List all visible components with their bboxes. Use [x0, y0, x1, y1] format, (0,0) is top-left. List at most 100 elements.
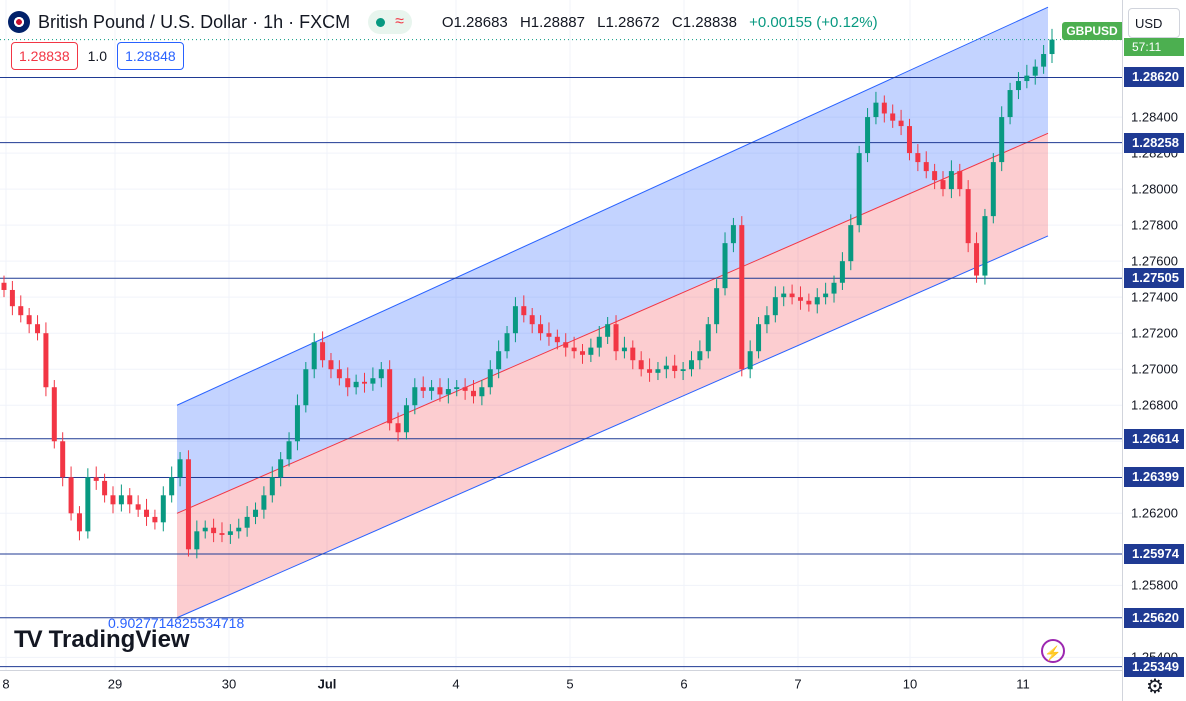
time-axis-border — [0, 670, 1122, 671]
candle-body — [127, 495, 133, 505]
time-tick-label: 29 — [107, 676, 123, 692]
candle-body — [345, 378, 351, 388]
time-tick-label: Jul — [317, 676, 337, 692]
level-price-label: 1.26399 — [1124, 467, 1184, 488]
candle-body — [605, 324, 611, 337]
candle-body — [579, 351, 585, 355]
bar-countdown: 57:11 — [1124, 38, 1184, 56]
candle-body — [647, 369, 653, 373]
price-axis[interactable] — [1122, 0, 1186, 701]
candle-body — [18, 306, 24, 316]
candle-body — [303, 369, 309, 406]
candle-body — [756, 324, 762, 352]
candle-body — [898, 120, 904, 127]
candle-body — [152, 516, 158, 523]
chart-legend: British Pound / U.S. Dollar · 1h · FXCM … — [8, 8, 886, 36]
candle-body — [85, 477, 91, 532]
candle-body — [848, 225, 854, 262]
price-tick-label: 1.26200 — [1131, 505, 1178, 521]
candle-body — [144, 509, 150, 517]
candle-body — [1041, 54, 1047, 67]
currency-select[interactable]: USD — [1128, 8, 1180, 38]
tradingview-logo[interactable]: TV TradingView — [14, 626, 190, 654]
candle-body — [714, 288, 720, 325]
time-tick-label: 6 — [680, 676, 688, 692]
candle-body — [596, 336, 602, 348]
candle-body — [906, 126, 912, 154]
candle-body — [990, 162, 996, 217]
candle-body — [655, 369, 661, 373]
candle-body — [479, 387, 485, 397]
candle-body — [730, 225, 736, 244]
candle-body — [378, 369, 384, 379]
candle-body — [680, 369, 686, 372]
candle-body — [43, 333, 49, 388]
candle-body — [772, 297, 778, 316]
buy-button[interactable]: 1.28848 — [117, 42, 184, 70]
candle-body — [102, 480, 108, 496]
channel-lower-zone — [177, 133, 1048, 618]
candle-body — [420, 387, 426, 391]
candle-body — [429, 387, 435, 391]
level-price-label: 1.25620 — [1124, 607, 1184, 628]
candle-body — [1007, 90, 1013, 118]
candle-body — [881, 102, 887, 114]
symbol-title[interactable]: British Pound / U.S. Dollar · 1h · FXCM — [38, 11, 351, 32]
level-price-label: 1.28620 — [1124, 67, 1184, 88]
candle-body — [705, 324, 711, 352]
candle-body — [294, 405, 300, 442]
candle-body — [948, 171, 954, 190]
spread-value: 1.0 — [87, 48, 108, 64]
time-tick-label: 30 — [221, 676, 237, 692]
candle-body — [865, 117, 871, 154]
lightning-icon[interactable]: ⚡ — [1041, 639, 1065, 663]
candle-body — [353, 381, 359, 388]
candle-body — [965, 189, 971, 244]
candle-body — [781, 293, 787, 298]
candle-body — [831, 282, 837, 294]
price-tick-label: 1.27000 — [1131, 361, 1178, 377]
candle-body — [957, 171, 963, 190]
candle-body — [1024, 75, 1030, 82]
candle-body — [202, 527, 208, 532]
gear-icon[interactable]: ⚙ — [1146, 676, 1164, 698]
candle-body — [814, 297, 820, 305]
sell-button[interactable]: 1.28838 — [11, 42, 78, 70]
high-value: H1.28887 — [519, 13, 585, 31]
candle-body — [1049, 39, 1055, 55]
symbol-price-label: GBPUSD — [1062, 22, 1122, 40]
candle-body — [1, 282, 7, 290]
candle-body — [194, 531, 200, 550]
candle-body — [588, 347, 594, 355]
level-price-label: 1.28258 — [1124, 132, 1184, 153]
trade-buttons: 1.28838 1.0 1.28848 — [11, 42, 184, 70]
candle-body — [311, 342, 317, 370]
candle-body — [211, 527, 217, 534]
candle-body — [286, 441, 292, 460]
price-tick-label: 1.28000 — [1131, 181, 1178, 197]
market-status-pill[interactable]: ≈ — [368, 10, 412, 34]
open-value: O1.28683 — [441, 13, 508, 31]
price-chart[interactable] — [0, 0, 1122, 701]
candle-body — [672, 365, 678, 372]
candle-body — [261, 495, 267, 510]
time-tick-label: 8 — [2, 676, 10, 692]
ohlc-values: O1.28683 H1.28887 L1.28672 C1.28838 +0.0… — [442, 14, 886, 31]
brand-name: TradingView — [48, 626, 190, 653]
low-value: L1.28672 — [597, 13, 660, 31]
candle-body — [185, 459, 191, 550]
candle-body — [60, 441, 66, 478]
candle-body — [269, 477, 275, 496]
candle-body — [722, 243, 728, 289]
candle-body — [177, 459, 183, 478]
candle-body — [630, 347, 636, 361]
candle-body — [823, 293, 829, 298]
time-tick-label: 10 — [902, 676, 918, 692]
candle-body — [638, 360, 644, 370]
candle-body — [797, 297, 803, 301]
candle-body — [26, 315, 32, 325]
candle-body — [135, 504, 141, 510]
price-tick-label: 1.28400 — [1131, 109, 1178, 125]
candle-body — [169, 477, 175, 496]
candle-body — [462, 387, 468, 391]
